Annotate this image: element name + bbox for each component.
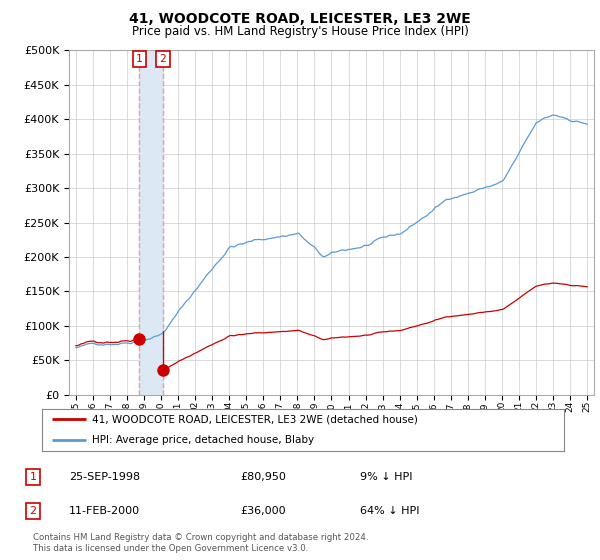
Text: 2: 2 [160,54,166,64]
Text: 11-FEB-2000: 11-FEB-2000 [69,506,140,516]
Text: 41, WOODCOTE ROAD, LEICESTER, LE3 2WE (detached house): 41, WOODCOTE ROAD, LEICESTER, LE3 2WE (d… [92,414,418,424]
Text: Contains HM Land Registry data © Crown copyright and database right 2024.
This d: Contains HM Land Registry data © Crown c… [33,533,368,553]
Text: £80,950: £80,950 [240,472,286,482]
Text: 64% ↓ HPI: 64% ↓ HPI [360,506,419,516]
Text: Price paid vs. HM Land Registry's House Price Index (HPI): Price paid vs. HM Land Registry's House … [131,25,469,38]
Text: 1: 1 [136,54,143,64]
Text: £36,000: £36,000 [240,506,286,516]
Text: HPI: Average price, detached house, Blaby: HPI: Average price, detached house, Blab… [92,435,314,445]
Text: 25-SEP-1998: 25-SEP-1998 [69,472,140,482]
Text: 9% ↓ HPI: 9% ↓ HPI [360,472,413,482]
Text: 41, WOODCOTE ROAD, LEICESTER, LE3 2WE: 41, WOODCOTE ROAD, LEICESTER, LE3 2WE [129,12,471,26]
Text: 2: 2 [29,506,37,516]
Text: 1: 1 [29,472,37,482]
Bar [139,50,163,395]
